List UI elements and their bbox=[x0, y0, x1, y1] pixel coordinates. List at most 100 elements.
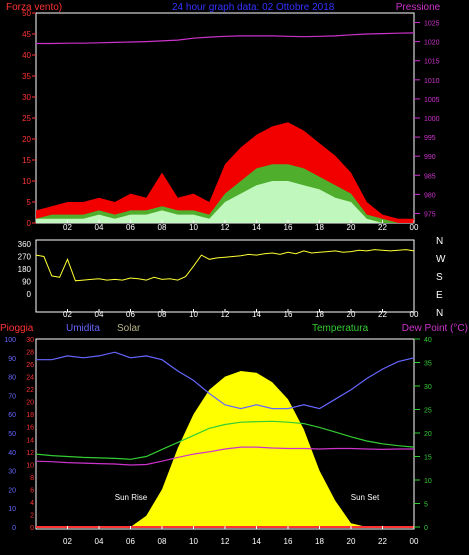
wind-tick-label: 10 bbox=[22, 177, 31, 186]
wind-tick-label: 0 bbox=[27, 219, 32, 228]
rain-tick-label: 24 bbox=[26, 375, 34, 382]
weather-hour-label: 20 bbox=[347, 537, 356, 546]
rain-tick-label: 6 bbox=[30, 487, 34, 494]
direction-tick-label: 0 bbox=[27, 290, 32, 299]
weather-hour-label: 10 bbox=[189, 537, 198, 546]
temperature-tick-label: 25 bbox=[424, 408, 432, 415]
pressure-tick-label: 975 bbox=[424, 211, 436, 218]
temperature-tick-label: 40 bbox=[424, 337, 432, 344]
humidity-tick-label: 10 bbox=[8, 506, 16, 513]
pressure-line bbox=[36, 32, 415, 45]
humidity-tick-label: 80 bbox=[8, 375, 16, 382]
humidity-axis-title: Umidita bbox=[66, 323, 100, 334]
wind-hour-label: 08 bbox=[158, 223, 167, 232]
wind-hour-label: 06 bbox=[126, 223, 135, 232]
direction-hour-label: 22 bbox=[378, 310, 387, 319]
rain-axis-title: Pioggia bbox=[0, 323, 34, 334]
temperature-tick-label: 5 bbox=[424, 502, 428, 509]
direction-hour-label: 12 bbox=[221, 310, 230, 319]
wind-hour-label: 14 bbox=[252, 223, 261, 232]
humidity-tick-label: 50 bbox=[8, 431, 16, 438]
rain-tick-label: 16 bbox=[26, 425, 34, 432]
wind-tick-label: 40 bbox=[22, 51, 31, 60]
rain-tick-label: 2 bbox=[30, 512, 34, 519]
wind-hour-label: 00 bbox=[410, 223, 419, 232]
wind-hour-label: 18 bbox=[315, 223, 324, 232]
direction-hour-label: 02 bbox=[63, 310, 72, 319]
pressure-tick-label: 1020 bbox=[424, 40, 440, 47]
compass-label: N bbox=[436, 308, 443, 319]
rain-tick-label: 18 bbox=[26, 412, 34, 419]
pressure-axis-title: Pressione bbox=[396, 2, 441, 13]
rain-tick-label: 26 bbox=[26, 362, 34, 369]
wind-tick-label: 50 bbox=[22, 9, 31, 18]
wind-tick-label: 15 bbox=[22, 156, 31, 165]
pressure-tick-label: 995 bbox=[424, 135, 436, 142]
weather-hour-label: 00 bbox=[410, 537, 419, 546]
solar-axis-title: Solar bbox=[117, 323, 141, 334]
weather-hour-label: 06 bbox=[126, 537, 135, 546]
weather-hour-label: 22 bbox=[378, 537, 387, 546]
direction-tick-label: 360 bbox=[18, 240, 32, 249]
direction-hour-label: 14 bbox=[252, 310, 261, 319]
rain-tick-label: 14 bbox=[26, 437, 34, 444]
humidity-tick-label: 0 bbox=[12, 525, 16, 532]
wind-hour-label: 02 bbox=[63, 223, 72, 232]
temperature-line bbox=[35, 420, 415, 460]
rain-tick-label: 10 bbox=[26, 462, 34, 469]
axes-layer: 0202020404040606060808081010101212121414… bbox=[4, 9, 446, 546]
temperature-tick-label: 0 bbox=[424, 525, 428, 532]
temperature-tick-label: 35 bbox=[424, 361, 432, 368]
rain-tick-label: 12 bbox=[26, 450, 34, 457]
weather-hour-label: 12 bbox=[221, 537, 230, 546]
temperature-tick-label: 10 bbox=[424, 478, 432, 485]
direction-hour-label: 00 bbox=[410, 310, 419, 319]
direction-hour-label: 06 bbox=[126, 310, 135, 319]
wind-tick-label: 5 bbox=[27, 198, 32, 207]
wind-hour-label: 04 bbox=[95, 223, 104, 232]
weather-hour-label: 18 bbox=[315, 537, 324, 546]
rain-tick-label: 30 bbox=[26, 337, 34, 344]
humidity-tick-label: 20 bbox=[8, 487, 16, 494]
humidity-tick-label: 70 bbox=[8, 393, 16, 400]
sun-set-label: Sun Set bbox=[351, 493, 380, 502]
temperature-tick-label: 15 bbox=[424, 455, 432, 462]
pressure-tick-label: 1000 bbox=[424, 116, 440, 123]
weather-hour-label: 04 bbox=[95, 537, 104, 546]
rain-tick-label: 22 bbox=[26, 387, 34, 394]
wind-tick-label: 30 bbox=[22, 93, 31, 102]
direction-hour-label: 16 bbox=[284, 310, 293, 319]
rain-tick-label: 28 bbox=[26, 350, 34, 357]
direction-hour-label: 10 bbox=[189, 310, 198, 319]
pressure-tick-label: 1005 bbox=[424, 97, 440, 104]
pressure-tick-label: 980 bbox=[424, 192, 436, 199]
temperature-axis-title: Temperatura bbox=[312, 323, 369, 334]
temperature-tick-label: 20 bbox=[424, 431, 432, 438]
weather-hour-label: 14 bbox=[252, 537, 261, 546]
humidity-tick-label: 30 bbox=[8, 469, 16, 476]
wind-tick-label: 25 bbox=[22, 114, 31, 123]
direction-hour-label: 08 bbox=[158, 310, 167, 319]
direction-tick-label: 270 bbox=[18, 253, 32, 262]
wind-hour-label: 22 bbox=[378, 223, 387, 232]
wind-hour-label: 10 bbox=[189, 223, 198, 232]
compass-label: E bbox=[436, 290, 443, 301]
compass-label: S bbox=[436, 272, 443, 283]
rain-tick-label: 20 bbox=[26, 400, 34, 407]
weather-hour-label: 16 bbox=[284, 537, 293, 546]
pressure-tick-label: 1015 bbox=[424, 59, 440, 66]
humidity-line bbox=[36, 351, 415, 410]
humidity-tick-label: 90 bbox=[8, 356, 16, 363]
graph-title: 24 hour graph data: 02 Ottobre 2018 bbox=[172, 2, 335, 13]
pressure-tick-label: 1010 bbox=[424, 78, 440, 85]
direction-tick-label: 90 bbox=[22, 278, 31, 287]
wind-hour-label: 12 bbox=[221, 223, 230, 232]
weather-hour-label: 08 bbox=[158, 537, 167, 546]
sun-rise-label: Sun Rise bbox=[115, 493, 148, 502]
wind-direction-line bbox=[35, 249, 415, 282]
wind-hour-label: 20 bbox=[347, 223, 356, 232]
pressure-tick-label: 990 bbox=[424, 154, 436, 161]
wind-tick-label: 45 bbox=[22, 30, 31, 39]
rain-tick-label: 4 bbox=[30, 500, 34, 507]
